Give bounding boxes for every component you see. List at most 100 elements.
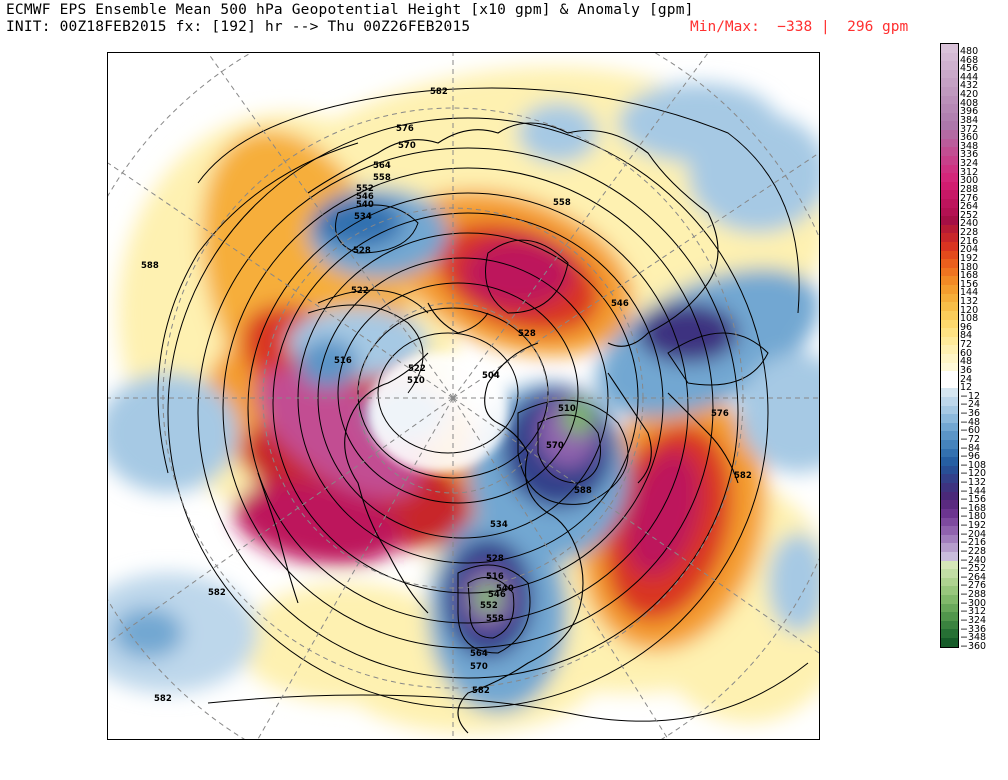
colorbar-label: −72 (960, 433, 981, 445)
colorbar-swatch (941, 302, 958, 311)
colorbar-label: 72 (960, 339, 973, 351)
contour-label: 522 (351, 286, 369, 296)
colorbar-label: −84 (960, 442, 981, 454)
contour-label: 552 (480, 601, 498, 611)
colorbar-label: −120 (960, 468, 987, 480)
colorbar-swatch (941, 491, 958, 501)
colorbar-swatch (941, 112, 958, 122)
colorbar-swatch (941, 431, 958, 441)
colorbar-swatch (941, 551, 958, 561)
colorbar-label: 300 (960, 175, 979, 187)
colorbar-label: −36 (960, 408, 981, 420)
colorbar-label: 60 (960, 347, 973, 359)
colorbar-label: −324 (960, 614, 987, 626)
colorbar-swatch (941, 422, 958, 432)
colorbar-label: −180 (960, 511, 987, 523)
colorbar-label: 240 (960, 218, 979, 230)
colorbar-swatch (941, 52, 958, 62)
colorbar-label: 192 (960, 252, 979, 264)
coastlines (257, 122, 739, 734)
colorbar-label: 168 (960, 270, 979, 282)
colorbar-label: 372 (960, 123, 979, 135)
colorbar-label: 96 (960, 321, 973, 333)
colorbar-swatch (941, 104, 958, 113)
colorbar-label: −252 (960, 563, 987, 575)
contour-label: 558 (373, 173, 391, 183)
colorbar-label: −276 (960, 580, 987, 592)
colorbar-label: 36 (960, 364, 973, 376)
colorbar-swatch (941, 534, 958, 544)
anomaly-colorbar (940, 43, 959, 648)
colorbar-swatch (941, 164, 958, 174)
colorbar-swatch (941, 190, 958, 199)
colorbar-label: 312 (960, 166, 979, 178)
colorbar-swatch (941, 285, 958, 294)
colorbar-label: 288 (960, 183, 979, 195)
colorbar-swatch (941, 95, 958, 105)
colorbar-label: −144 (960, 485, 987, 497)
colorbar-swatch (941, 595, 958, 604)
colorbar-label: −156 (960, 494, 987, 506)
colorbar-swatch (941, 242, 958, 251)
colorbar-swatch (941, 586, 958, 595)
colorbar-swatch (941, 155, 958, 165)
colorbar-swatch (941, 207, 958, 217)
colorbar-swatch (941, 543, 958, 552)
contour-label: 540 (356, 200, 374, 210)
colorbar-label: 12 (960, 382, 973, 394)
colorbar-label: 24 (960, 373, 973, 385)
contour-label: 546 (356, 192, 374, 202)
colorbar-swatch (941, 483, 958, 492)
colorbar-label: 108 (960, 313, 979, 325)
colorbar-label: 216 (960, 235, 979, 247)
colorbar-label: −228 (960, 545, 987, 557)
chart-title: ECMWF EPS Ensemble Mean 500 hPa Geopoten… (6, 2, 694, 18)
contour-label: 528 (486, 554, 504, 564)
colorbar-label: 252 (960, 209, 979, 221)
contour-label: 588 (574, 486, 592, 496)
colorbar-swatch (941, 577, 958, 587)
contour-label: 582 (154, 694, 172, 704)
colorbar-swatch (941, 612, 958, 621)
colorbar-swatch (941, 508, 958, 518)
colorbar-swatch (941, 457, 958, 466)
colorbar-label: 120 (960, 304, 979, 316)
latlon-grid (108, 53, 819, 739)
map-svg: 582 576 570 564 558 552 546 540 534 528 … (108, 53, 819, 739)
colorbar-swatch (941, 448, 958, 458)
contour-label: 588 (141, 261, 159, 271)
anomaly-fill-layer (108, 66, 819, 733)
contour-label: 564 (373, 161, 391, 171)
colorbar-swatch (941, 353, 958, 363)
contour-label: 570 (546, 441, 564, 451)
colorbar-swatch (941, 224, 958, 234)
colorbar-swatch (941, 603, 958, 613)
colorbar-swatch (941, 250, 958, 260)
colorbar-label: −12 (960, 390, 981, 402)
colorbar-swatch (941, 276, 958, 286)
colorbar-label: 180 (960, 261, 979, 273)
colorbar-swatch (941, 638, 958, 647)
colorbar-swatch (941, 181, 958, 191)
colorbar-label: −168 (960, 502, 987, 514)
colorbar-label: 432 (960, 80, 979, 92)
contour-label: 510 (407, 376, 425, 386)
colorbar-swatch (941, 474, 958, 484)
colorbar-swatch (941, 336, 958, 346)
colorbar-swatch (941, 319, 958, 329)
colorbar-label: 228 (960, 227, 979, 239)
colorbar-swatch (941, 620, 958, 630)
colorbar-swatch (941, 147, 958, 156)
min-max-label: Min/Max: −338 | 296 gpm (690, 19, 909, 35)
colorbar-label: 408 (960, 97, 979, 109)
contour-label: 582 (734, 471, 752, 481)
colorbar-swatch (941, 198, 958, 208)
colorbar-label: −204 (960, 528, 987, 540)
contour-label: 552 (356, 184, 374, 194)
contour-label: 558 (486, 614, 504, 624)
contour-label: 558 (553, 198, 571, 208)
colorbar-label: 468 (960, 54, 979, 66)
colorbar-label: 144 (960, 287, 979, 299)
colorbar-label: 348 (960, 140, 979, 152)
colorbar-label: 264 (960, 201, 979, 213)
